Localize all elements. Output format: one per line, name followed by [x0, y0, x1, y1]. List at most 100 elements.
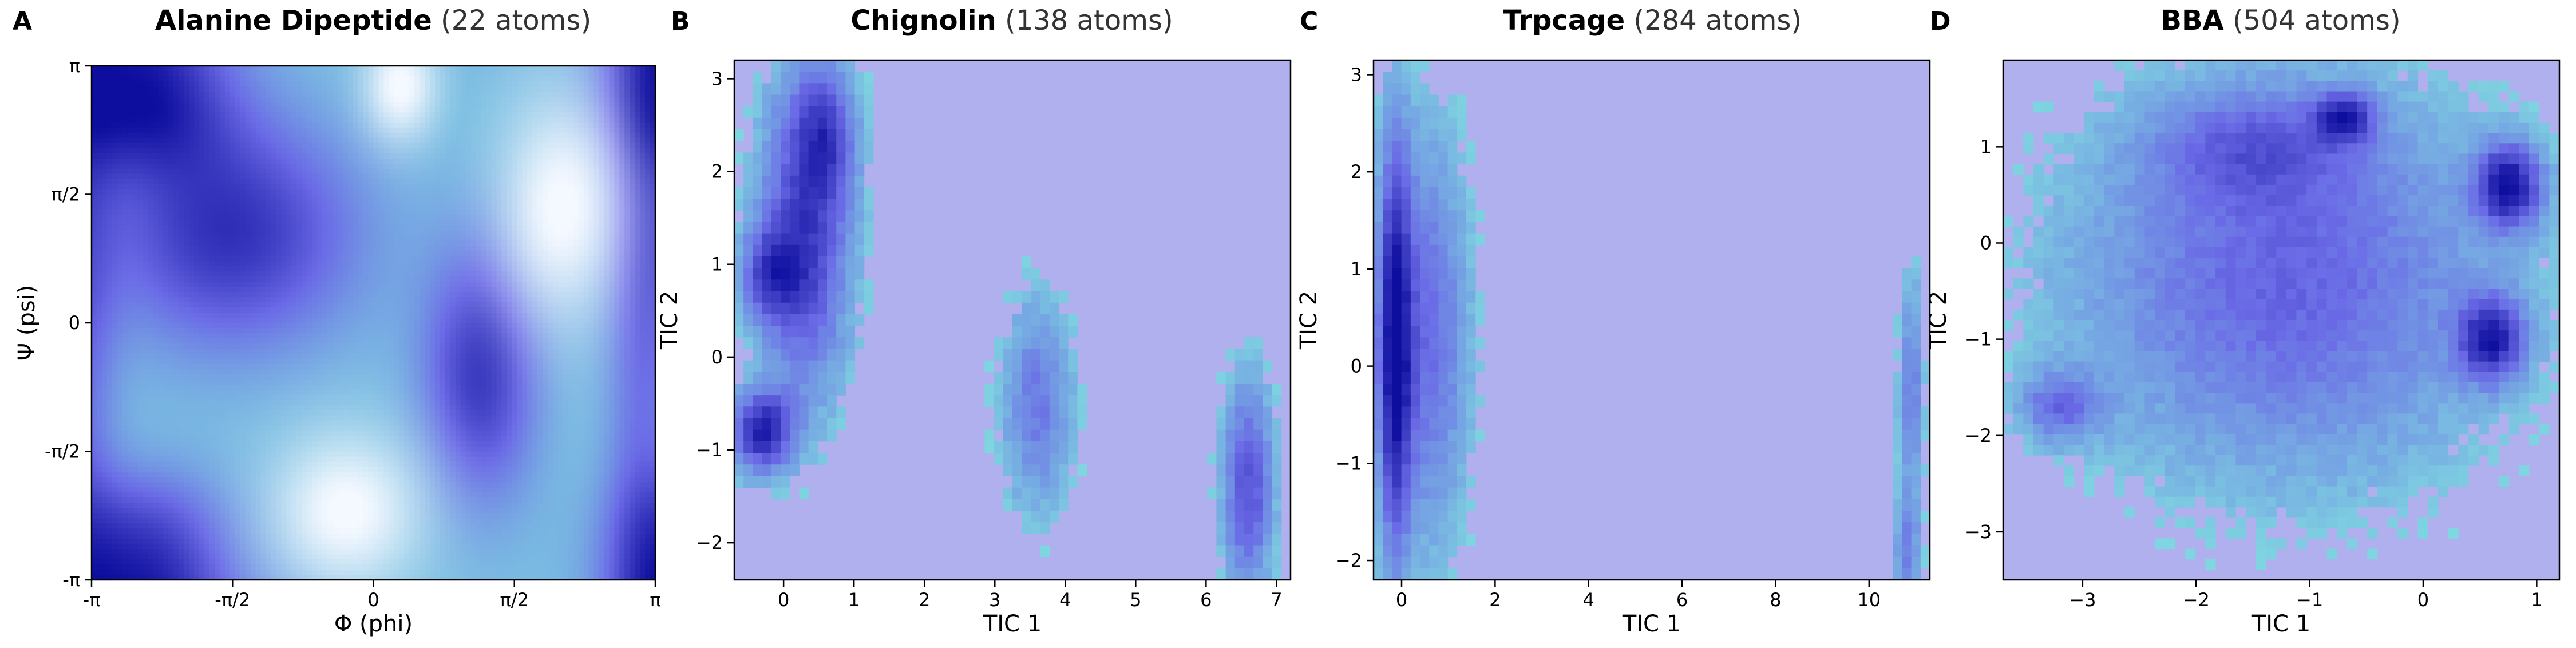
heatmap-cell — [368, 215, 374, 220]
heatmap-cell — [235, 230, 241, 236]
heatmap-cell — [399, 194, 405, 200]
heatmap-cell — [378, 204, 384, 211]
heatmap-cell — [604, 282, 610, 287]
heatmap-cell — [501, 210, 507, 216]
heatmap-cell — [240, 282, 246, 287]
heatmap-cell — [189, 76, 195, 82]
heatmap-cell — [373, 246, 379, 251]
heatmap-cell — [486, 251, 492, 256]
heatmap-cell — [153, 101, 159, 108]
heatmap-cell — [604, 184, 610, 190]
heatmap-cell — [291, 112, 297, 118]
heatmap-cell — [399, 132, 405, 139]
heatmap-cell — [229, 96, 236, 102]
heatmap-cell — [312, 117, 318, 123]
heatmap-cell — [527, 117, 533, 123]
heatmap-cell — [640, 230, 646, 236]
heatmap-cell — [250, 246, 256, 251]
heatmap-cell — [209, 246, 215, 251]
heatmap-cell — [229, 70, 236, 77]
heatmap-cell — [399, 122, 405, 128]
heatmap-cell — [460, 199, 466, 206]
heatmap-cell — [573, 210, 579, 216]
heatmap-cell — [588, 70, 595, 77]
heatmap-cell — [455, 225, 461, 231]
heatmap-cell — [96, 240, 102, 246]
heatmap-cell — [148, 91, 154, 97]
heatmap-cell — [434, 199, 441, 206]
heatmap-cell — [312, 132, 318, 139]
heatmap-cell — [137, 112, 144, 118]
heatmap-cell — [214, 225, 220, 231]
heatmap-cell — [184, 148, 189, 154]
heatmap-cell — [106, 256, 113, 262]
heatmap-cell — [593, 143, 600, 149]
heatmap-cell — [347, 189, 354, 195]
heatmap-cell — [614, 261, 620, 267]
heatmap-cell — [163, 163, 169, 169]
heatmap-cell — [434, 215, 441, 220]
heatmap-cell — [153, 163, 159, 169]
heatmap-cell — [363, 220, 369, 226]
heatmap-cell — [260, 199, 267, 206]
heatmap-cell — [189, 194, 195, 200]
heatmap-cell — [260, 101, 267, 108]
heatmap-cell — [491, 256, 497, 262]
heatmap-cell — [296, 199, 302, 206]
heatmap-cell — [158, 230, 164, 236]
heatmap-cell — [619, 86, 625, 92]
heatmap-cell — [568, 210, 574, 216]
heatmap-cell — [604, 101, 610, 108]
heatmap-cell — [302, 261, 307, 267]
heatmap-cell — [271, 163, 276, 169]
heatmap-cell — [583, 179, 589, 185]
heatmap-cell — [614, 117, 620, 123]
heatmap-cell — [624, 66, 630, 72]
heatmap-cell — [302, 204, 307, 211]
heatmap-cell — [547, 153, 553, 159]
heatmap-cell — [383, 276, 389, 282]
heatmap-cell — [455, 153, 461, 159]
heatmap-cell — [317, 271, 323, 277]
heatmap-cell — [394, 266, 399, 272]
heatmap-cell — [583, 112, 589, 118]
heatmap-cell — [593, 225, 600, 231]
heatmap-cell — [507, 215, 512, 220]
heatmap-cell — [630, 163, 635, 169]
heatmap-cell — [501, 215, 507, 220]
heatmap-cell — [460, 153, 466, 159]
heatmap-cell — [573, 235, 579, 241]
heatmap-cell — [583, 199, 589, 206]
heatmap-cell — [481, 96, 487, 102]
heatmap-cell — [153, 91, 159, 97]
heatmap-cell — [342, 148, 349, 154]
heatmap-cell — [322, 266, 328, 272]
heatmap-cell — [296, 297, 302, 303]
heatmap-cell — [92, 122, 97, 128]
heatmap-cell — [624, 282, 630, 287]
heatmap-cell — [635, 215, 640, 220]
heatmap-cell — [199, 168, 205, 175]
heatmap-cell — [122, 163, 128, 169]
heatmap-cell — [137, 132, 144, 139]
heatmap-cell — [609, 66, 615, 72]
heatmap-cell — [281, 287, 287, 293]
heatmap-cell — [224, 271, 231, 277]
heatmap-cell — [296, 230, 302, 236]
heatmap-cell — [312, 210, 318, 216]
heatmap-cell — [194, 256, 200, 262]
heatmap-cell — [604, 261, 610, 267]
heatmap-cell — [337, 199, 343, 206]
heatmap-cell — [219, 287, 225, 293]
heatmap-cell — [302, 179, 307, 185]
heatmap-cell — [158, 81, 164, 87]
heatmap-cell — [327, 276, 333, 282]
heatmap-cell — [491, 225, 497, 231]
heatmap-cell — [434, 168, 441, 175]
heatmap-cell — [112, 122, 118, 128]
heatmap-cell — [291, 168, 297, 175]
heatmap-cell — [507, 246, 512, 251]
heatmap-cell — [214, 106, 220, 113]
heatmap-cell — [260, 246, 267, 251]
heatmap-cell — [96, 168, 102, 175]
